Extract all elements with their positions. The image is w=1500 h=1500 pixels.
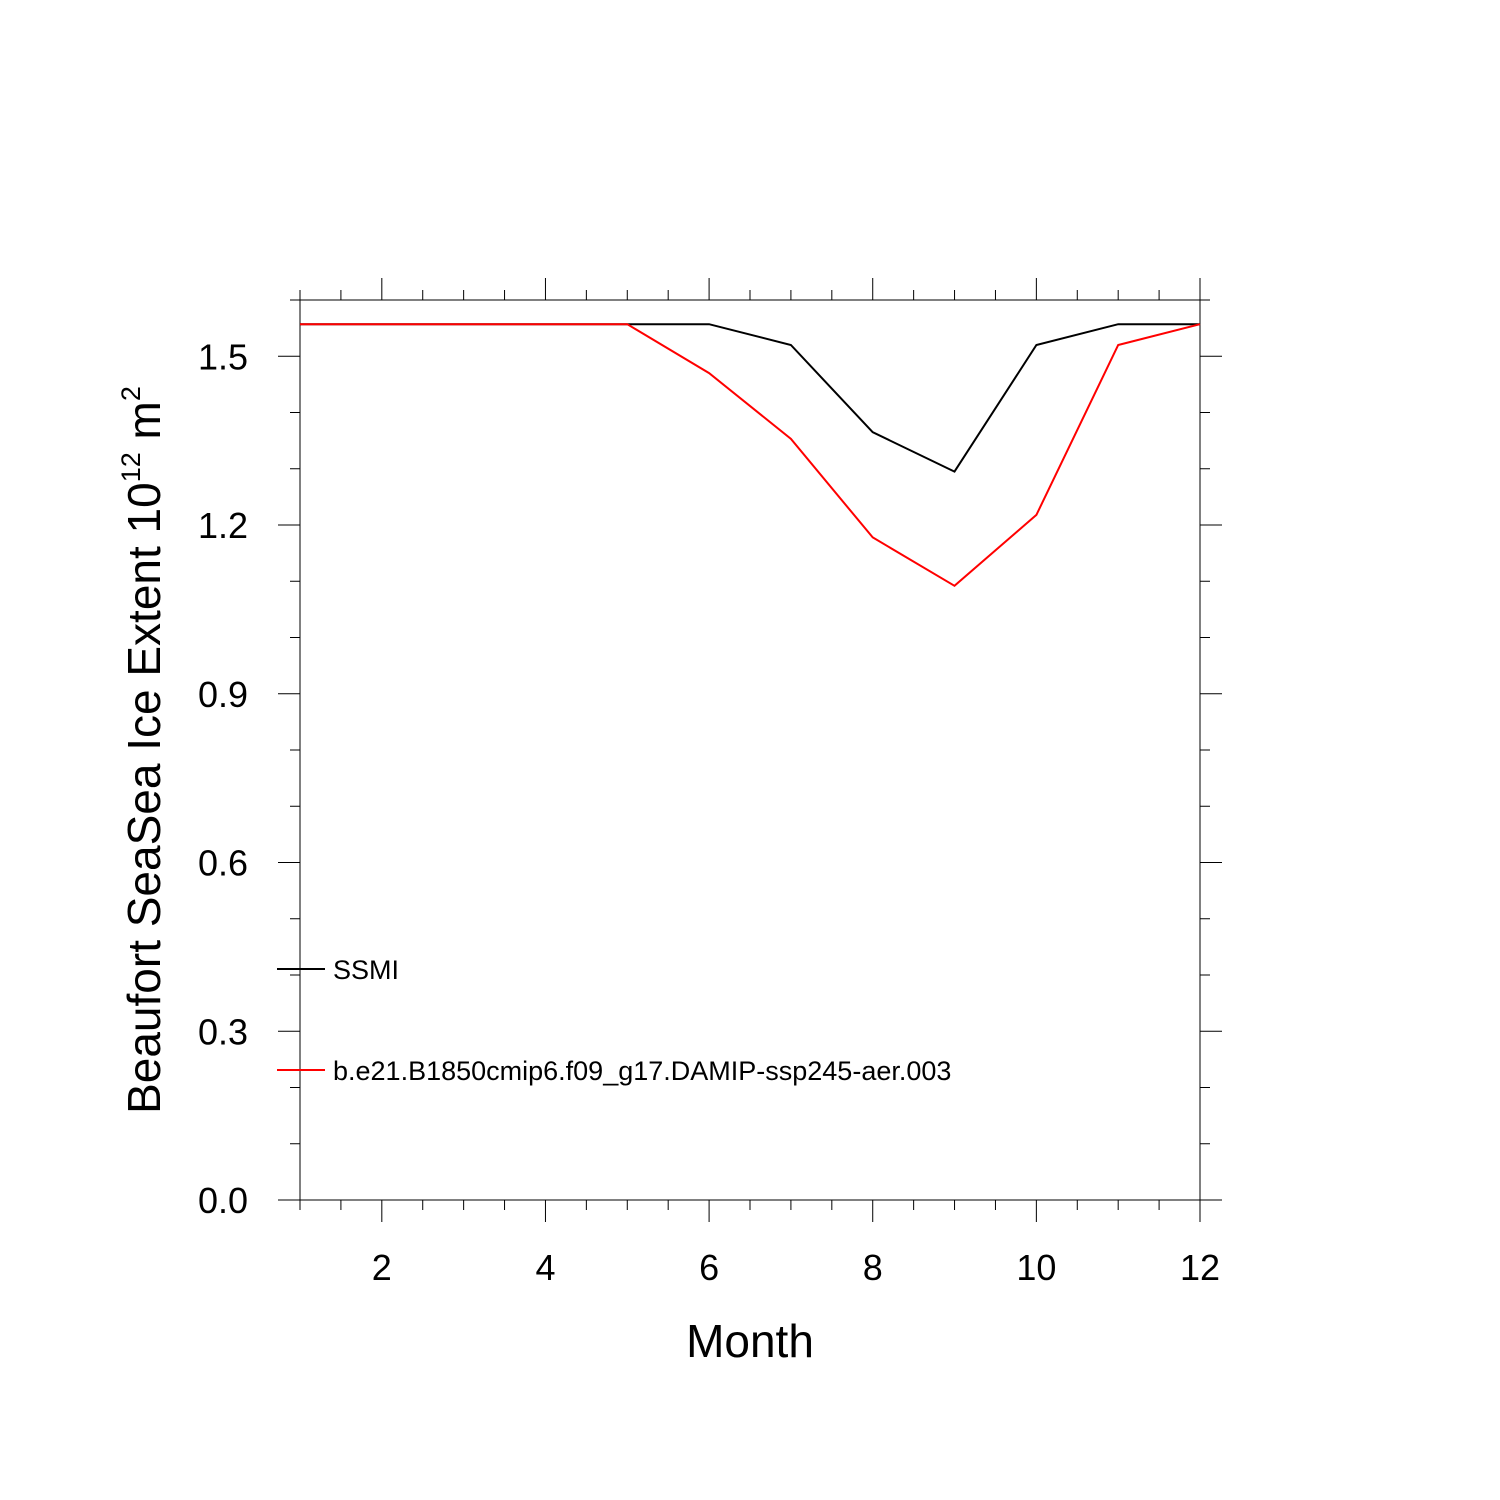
legend-label-1: SSMI (333, 955, 399, 985)
legend-label-2: b.e21.B1850cmip6.f09_g17.DAMIP-ssp245-ae… (333, 1056, 951, 1086)
series-lines (300, 323, 1201, 588)
y-tick-label: 1.2 (198, 505, 248, 546)
axis-ticks (278, 278, 1222, 1222)
y-axis-label-main: Beaufort SeaSea Ice Extent 10 (118, 482, 170, 1114)
x-axis-label: Month (686, 1315, 814, 1367)
y-axis-label: Beaufort SeaSea Ice Extent 1012 m2 (116, 386, 170, 1114)
legend: SSMI b.e21.B1850cmip6.f09_g17.DAMIP-ssp24… (277, 955, 951, 1086)
x-tick-label: 12 (1180, 1247, 1220, 1288)
x-tick-label: 2 (372, 1247, 392, 1288)
y-tick-label: 1.5 (198, 336, 248, 377)
y-tick-label: 0.9 (198, 674, 248, 715)
y-tick-label: 0.0 (198, 1180, 248, 1221)
y-tick-label: 0.6 (198, 843, 248, 884)
series-line-2 (300, 323, 1201, 588)
x-tick-label: 4 (535, 1247, 555, 1288)
x-tick-label: 6 (699, 1247, 719, 1288)
y-axis-label-exponent: 12 (116, 452, 146, 482)
x-tick-label: 10 (1016, 1247, 1056, 1288)
y-tick-labels: 0.0 0.3 0.6 0.9 1.2 1.5 (198, 336, 248, 1221)
y-tick-label: 0.3 (198, 1011, 248, 1052)
y-axis-label-unit: m (118, 401, 170, 452)
x-tick-labels: 2 4 6 8 10 12 (372, 1247, 1220, 1288)
series-line-1 (300, 323, 1200, 473)
x-tick-label: 8 (863, 1247, 883, 1288)
y-axis-label-unit-exponent: 2 (116, 386, 146, 401)
